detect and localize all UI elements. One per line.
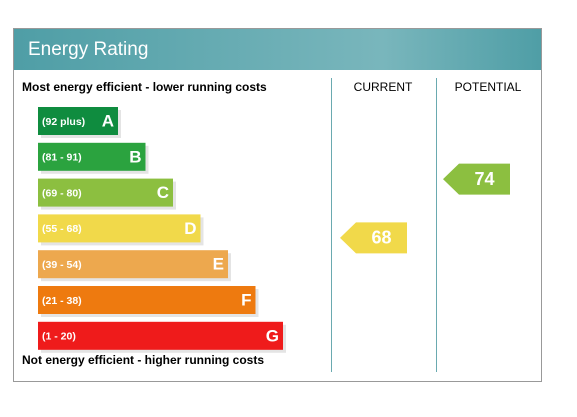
band-letter: D xyxy=(184,219,196,238)
bottom-note: Not energy efficient - higher running co… xyxy=(22,353,264,367)
band-bar xyxy=(38,250,228,279)
current-value: 68 xyxy=(371,228,391,248)
band-bar xyxy=(38,214,201,243)
header-title: Energy Rating xyxy=(28,39,148,60)
band-letter: C xyxy=(157,183,169,202)
band-bar xyxy=(38,142,146,171)
band-letter: A xyxy=(102,111,114,130)
band-range: (69 - 80) xyxy=(42,187,82,199)
current-arrow xyxy=(340,222,407,254)
band-range: (92 plus) xyxy=(42,116,85,128)
band-range: (21 - 38) xyxy=(42,295,82,307)
band-letter: F xyxy=(241,290,251,309)
band-bar xyxy=(38,321,283,350)
top-note: Most energy efficient - lower running co… xyxy=(22,80,267,94)
band-range: (81 - 91) xyxy=(42,152,82,164)
current-header: CURRENT xyxy=(354,80,413,94)
potential-arrow xyxy=(443,163,510,195)
band-letter: B xyxy=(129,147,141,166)
potential-value: 74 xyxy=(474,169,494,189)
band-letter: E xyxy=(213,255,224,274)
band-range: (55 - 68) xyxy=(42,223,82,235)
band-bar xyxy=(38,286,256,314)
header-bar xyxy=(14,29,541,70)
band-range: (1 - 20) xyxy=(42,331,76,343)
potential-header: POTENTIAL xyxy=(455,80,522,94)
band-letter: G xyxy=(266,326,279,345)
band-bar xyxy=(38,178,173,207)
band-range: (39 - 54) xyxy=(42,259,82,271)
band-bar xyxy=(38,107,118,135)
